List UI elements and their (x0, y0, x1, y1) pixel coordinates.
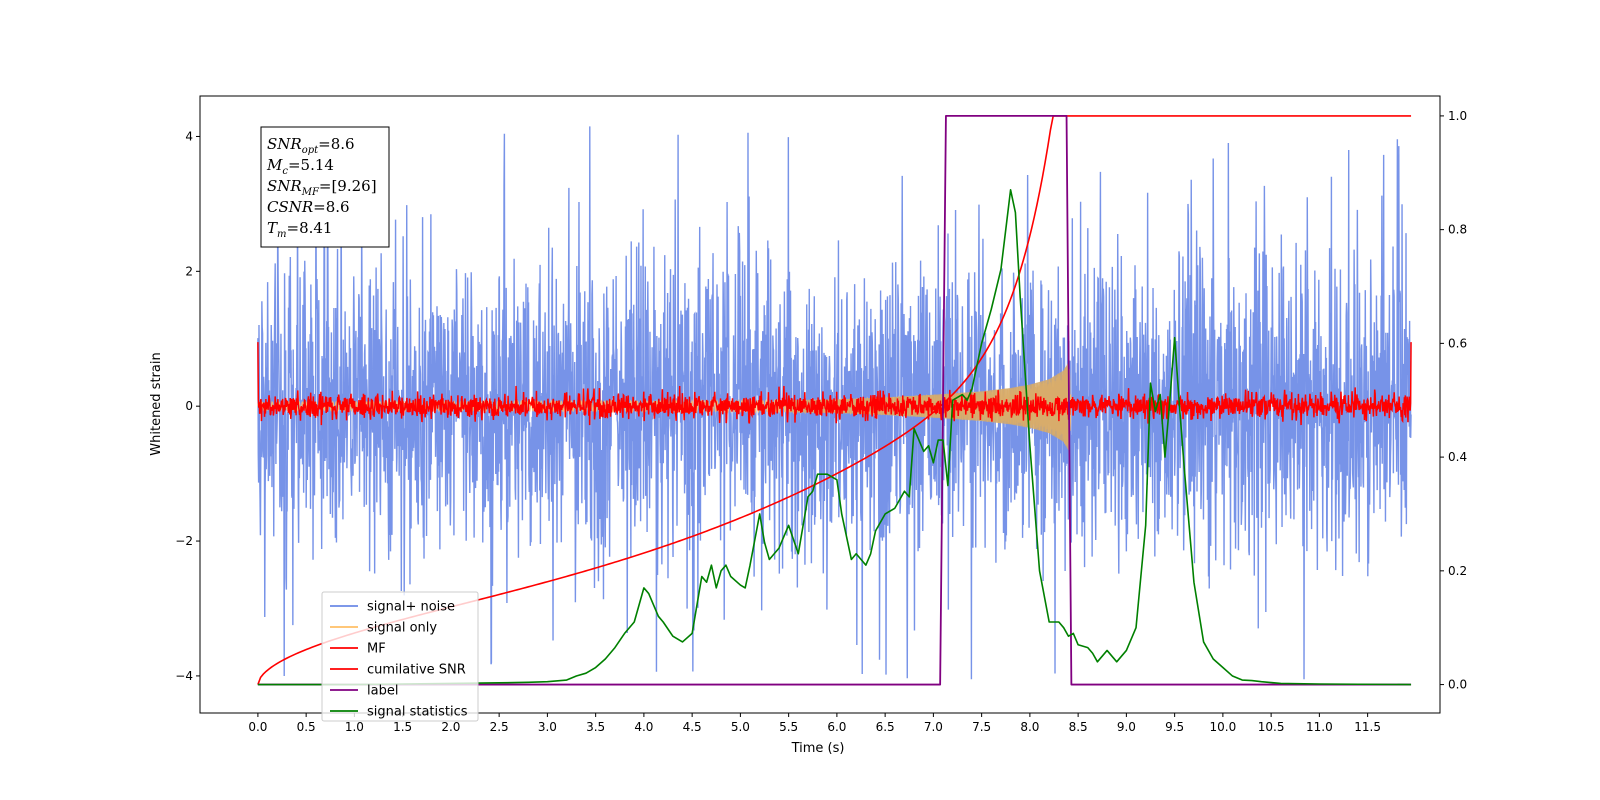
legend-label: MF (367, 642, 386, 657)
y2-tick-label: 0.4 (1448, 450, 1467, 464)
x-tick-label: 0.0 (248, 720, 267, 734)
annotation-subscript: c (282, 166, 288, 177)
annotation-line: CSNR=8.6 (267, 198, 350, 216)
x-tick-label: 4.5 (683, 720, 702, 734)
x-axis: 0.0 0.5 1.0 1.5 2.0 2.5 3.0 3.5 4.0 4.5 5.0 5.5 6.0 6… (248, 713, 1381, 734)
x-axis-label: Time (s) (791, 741, 845, 756)
annotation-line: Mc=5.14 (266, 156, 334, 177)
annotation-value: =[9.26] (319, 177, 377, 195)
x-tick-label: 10.5 (1258, 720, 1285, 734)
annotation-value: =5.14 (288, 156, 334, 174)
y-axis-right: 0.0 0.2 0.4 0.6 0.8 1.0 (1440, 109, 1467, 692)
x-tick-label: 2.5 (490, 720, 509, 734)
annotation-value: =8.41 (287, 219, 333, 237)
y2-tick-label: 1.0 (1448, 109, 1467, 123)
x-tick-label: 6.5 (876, 720, 895, 734)
annotation-line: SNRopt=8.6 (267, 135, 355, 156)
x-tick-label: 3.0 (538, 720, 557, 734)
annotation-value: =8.6 (318, 135, 354, 153)
x-tick-label: 10.0 (1210, 720, 1237, 734)
x-tick-label: 5.0 (731, 720, 750, 734)
legend: signal+ noise signal only MF cumilative SNR… (321, 591, 479, 722)
y2-tick-label: 0.6 (1448, 336, 1467, 350)
series-signal-statistics-line (257, 189, 1412, 686)
legend-label: signal only (367, 621, 437, 636)
y2-tick-label: 0.2 (1448, 564, 1467, 578)
x-tick-label: 5.5 (779, 720, 798, 734)
x-tick-label: 11.5 (1354, 720, 1381, 734)
x-tick-label: 3.5 (586, 720, 605, 734)
annotation-subscript: m (277, 229, 286, 240)
x-tick-label: 2.0 (441, 720, 460, 734)
series-mf-line (257, 342, 1412, 426)
x-tick-label: 8.5 (1069, 720, 1088, 734)
annotation-value: =8.6 (313, 198, 349, 216)
annotation-symbol: CSNR (267, 198, 313, 216)
x-tick-label: 7.0 (924, 720, 943, 734)
annotation-box: SNRopt=8.6Mc=5.14SNRMF=[9.26]CSNR=8.6Tm=… (260, 126, 390, 248)
legend-label: label (367, 684, 398, 699)
x-tick-label: 11.0 (1306, 720, 1333, 734)
legend-label: signal+ noise (367, 600, 455, 615)
x-tick-label: 7.5 (972, 720, 991, 734)
y-tick-label: 2 (185, 264, 193, 278)
annotation-symbol: T (267, 219, 278, 237)
x-tick-label: 9.5 (1165, 720, 1184, 734)
annotation-symbol: SNR (267, 177, 302, 195)
y-axis-label: Whitened strain (149, 352, 164, 455)
annotation-subscript: opt (302, 145, 319, 156)
y-tick-label: 4 (185, 129, 193, 143)
x-tick-label: 4.0 (634, 720, 653, 734)
legend-frame (321, 591, 479, 722)
series-signal-noise-line (257, 126, 1412, 680)
annotation-subscript: MF (301, 187, 320, 198)
x-tick-label: 8.0 (1020, 720, 1039, 734)
axes-frame (199, 95, 1441, 714)
y-axis-left: −4 −2 0 2 4 (175, 129, 200, 683)
y2-tick-label: 0.0 (1448, 678, 1467, 692)
x-tick-label: 6.0 (827, 720, 846, 734)
y2-tick-label: 0.8 (1448, 223, 1467, 237)
annotation-symbol: SNR (267, 135, 302, 153)
legend-label: cumilative SNR (367, 663, 466, 678)
x-tick-label: 9.0 (1117, 720, 1136, 734)
legend-label: signal statistics (367, 705, 468, 720)
y-tick-label: −2 (175, 534, 193, 548)
x-tick-label: 1.0 (345, 720, 364, 734)
x-tick-label: 1.5 (393, 720, 412, 734)
annotation-line: Tm=8.41 (267, 219, 332, 240)
annotation-frame (260, 126, 390, 248)
x-tick-label: 0.5 (297, 720, 316, 734)
y-tick-label: 0 (185, 399, 193, 413)
series-label-line (257, 115, 1412, 686)
y-tick-label: −4 (175, 669, 193, 683)
annotation-line: SNRMF=[9.26] (267, 177, 377, 198)
annotation-symbol: M (266, 156, 283, 174)
